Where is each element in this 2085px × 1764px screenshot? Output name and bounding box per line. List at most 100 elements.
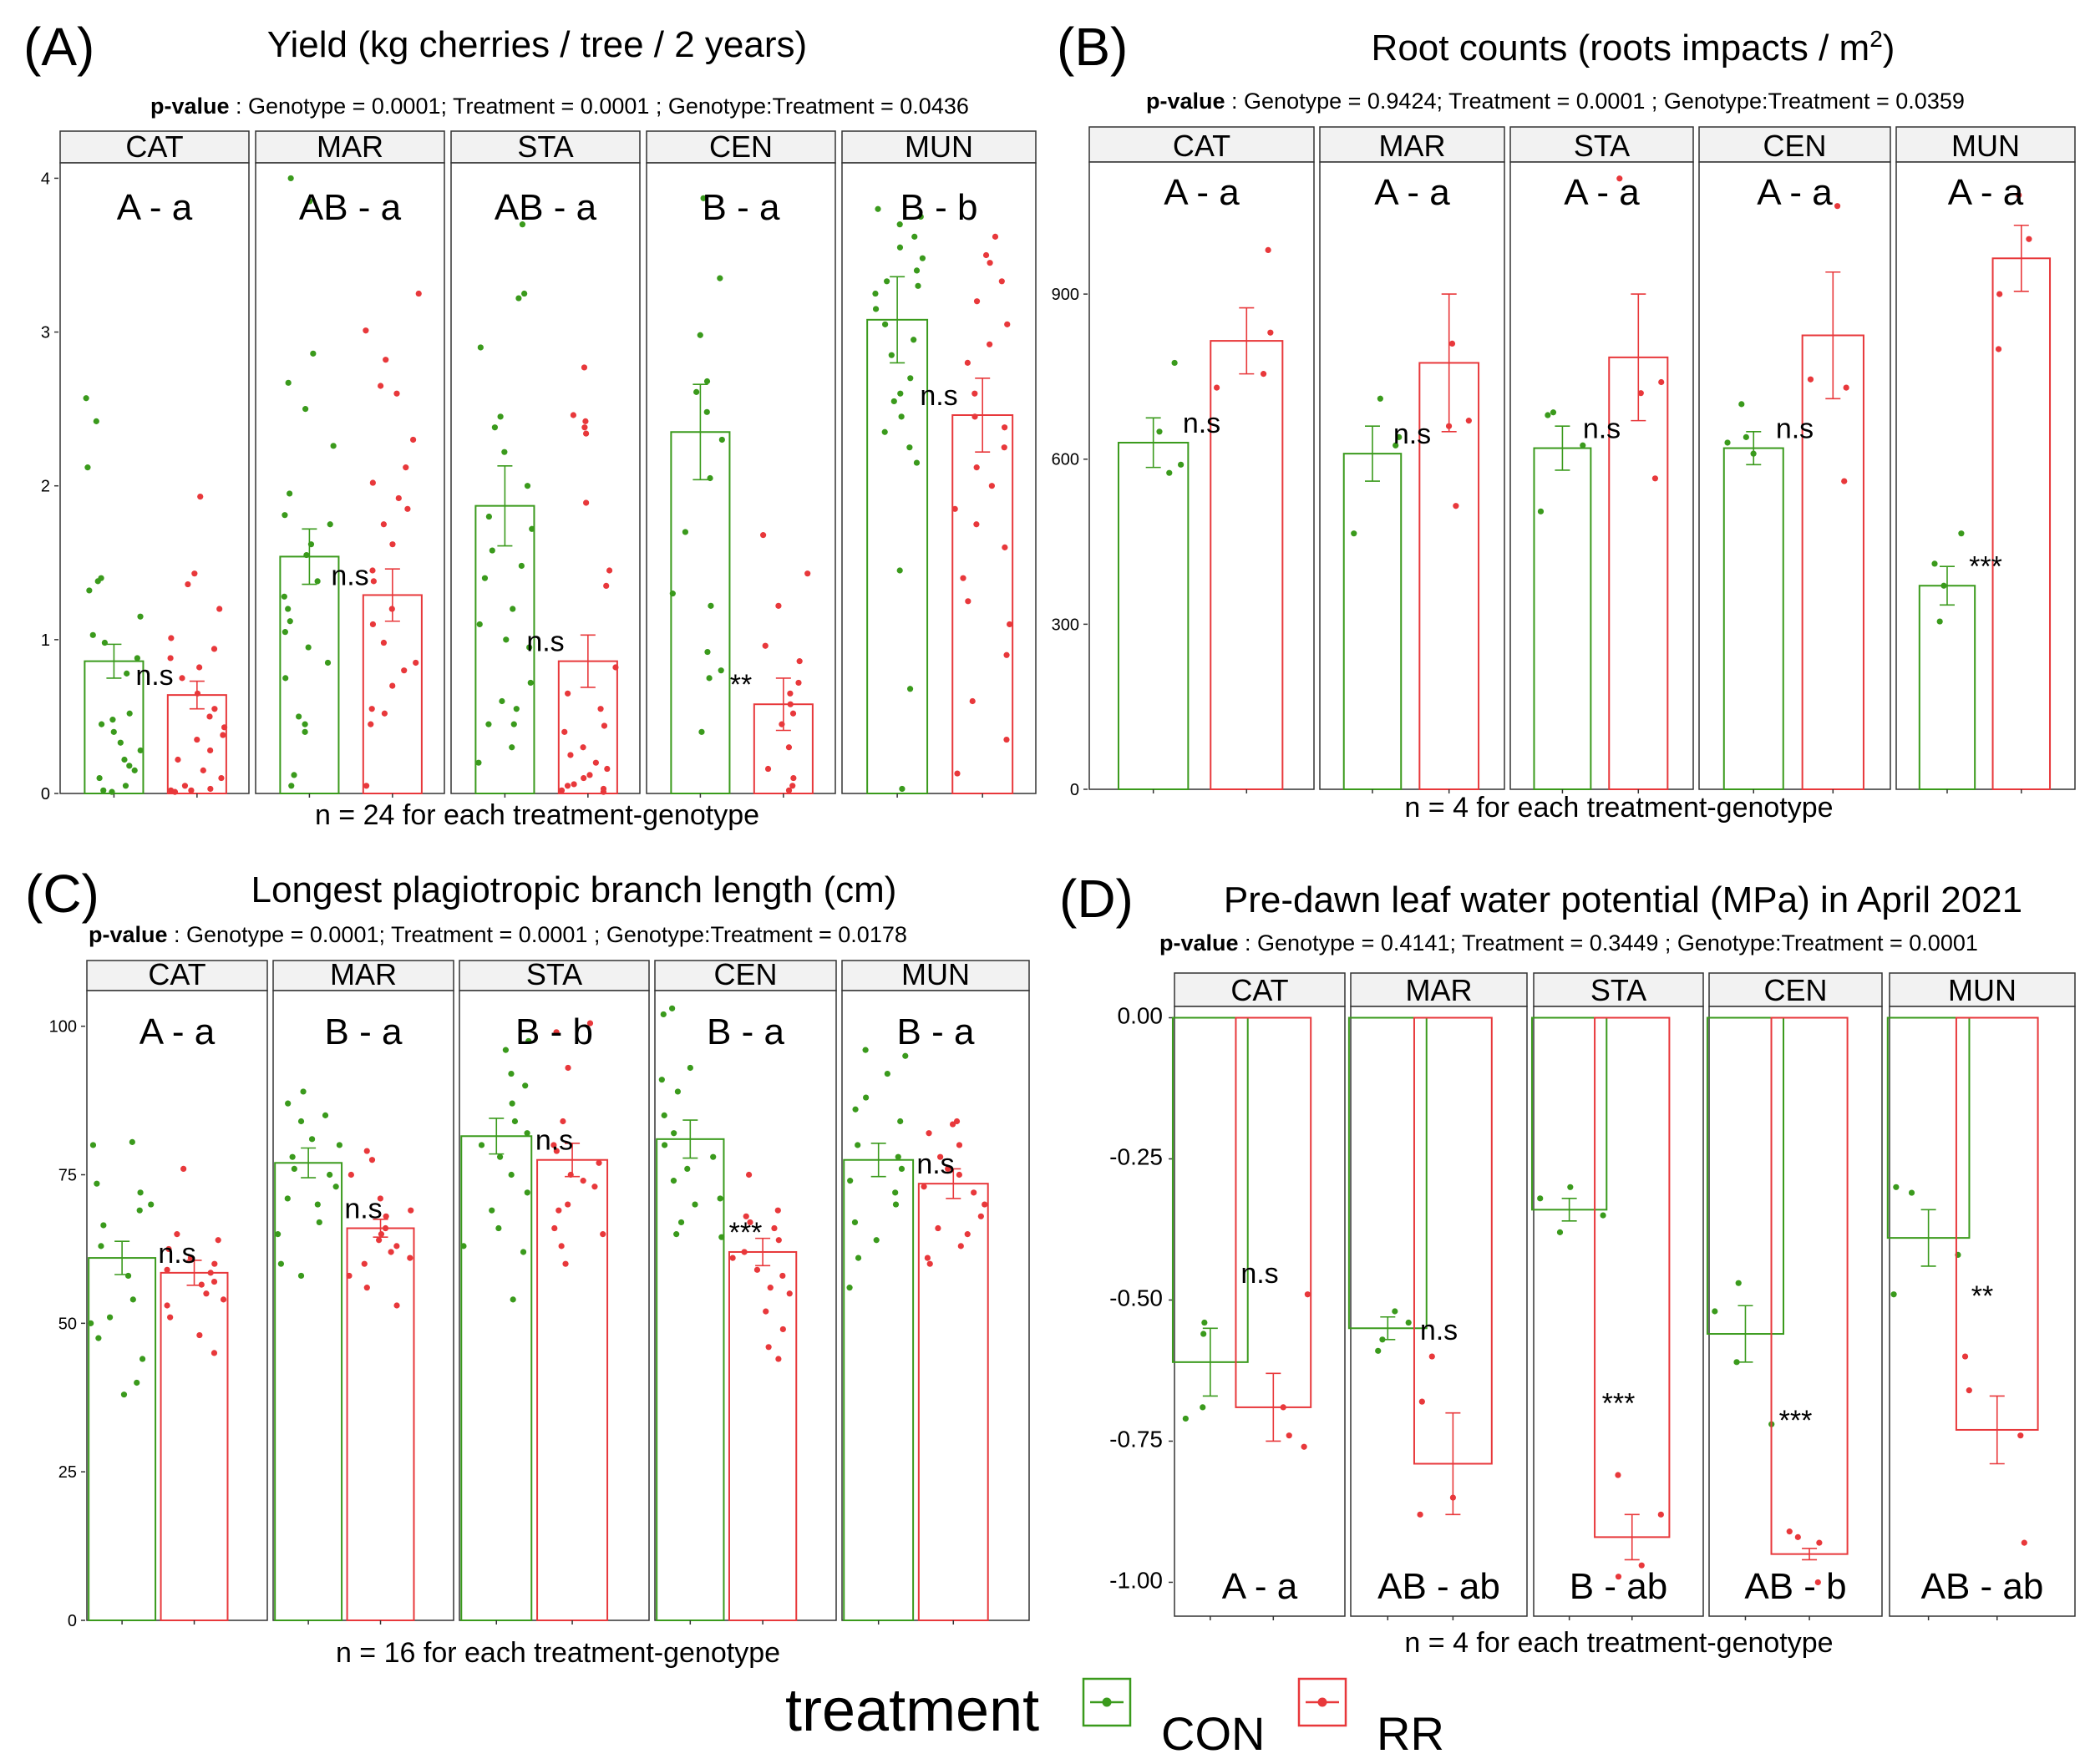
facet-strip-label: CEN [709, 129, 773, 164]
data-point-rr [175, 756, 181, 763]
data-point-con [674, 1088, 682, 1095]
data-point-rr [775, 1356, 782, 1362]
data-point-con [897, 390, 904, 397]
group-letter: A - a [140, 1011, 216, 1052]
data-point-rr [377, 1195, 383, 1202]
data-point-con [1200, 1404, 1206, 1411]
data-point-con [117, 739, 124, 746]
facet-frame [272, 990, 454, 1621]
data-point-con [875, 205, 881, 212]
significance-label: n.s [1240, 1258, 1278, 1290]
y-tick-label: 25 [58, 1463, 77, 1482]
facet-strip-label: CAT [125, 129, 183, 164]
data-point-con [1556, 1229, 1564, 1235]
data-point-rr [211, 706, 218, 712]
significance-label: *** [1969, 550, 2002, 582]
data-point-con [1733, 1359, 1740, 1366]
data-point-rr [560, 1118, 566, 1125]
data-point-rr [1448, 340, 1456, 347]
data-point-con [495, 1224, 502, 1232]
data-point-rr [348, 1171, 354, 1179]
data-point-con [718, 1234, 725, 1240]
data-point-con [1537, 1195, 1544, 1202]
group-letter: A - a [1222, 1566, 1298, 1607]
data-point-con [521, 290, 528, 297]
data-point-rr [378, 1231, 385, 1238]
data-point-con [911, 233, 918, 240]
data-point-con [718, 667, 724, 674]
data-point-con [661, 1112, 667, 1118]
data-point-con [134, 1379, 140, 1386]
data-point-con [846, 1285, 853, 1291]
data-point-rr [167, 1314, 174, 1320]
data-point-con [485, 513, 492, 520]
facet-strip [459, 960, 650, 991]
data-point-con [297, 1272, 305, 1280]
significance-label: n.s [344, 1194, 382, 1225]
facet-cen: CEN AB - b *** [1706, 972, 1883, 1620]
data-point-rr [221, 724, 228, 731]
significance-label: ** [730, 669, 752, 701]
y-tick-label: 0 [1070, 781, 1079, 799]
data-point-con [101, 639, 108, 646]
significance-label: n.s [526, 626, 564, 658]
data-point-rr [949, 1121, 956, 1128]
data-point-con [277, 1260, 284, 1267]
y-tick-label: 1 [41, 631, 50, 650]
data-point-con [906, 686, 914, 692]
data-point-rr [553, 1148, 560, 1154]
data-point-rr [1002, 424, 1008, 431]
data-point-con [708, 602, 714, 609]
data-point-rr [571, 781, 577, 788]
data-point-con [126, 710, 133, 717]
data-point-rr [368, 1157, 376, 1163]
data-point-con [314, 1201, 321, 1208]
group-letter: AB - a [495, 187, 597, 228]
pvalue-text: : Genotype = 0.9424; Treatment = 0.0001 … [1225, 89, 1965, 114]
data-point-con [660, 1011, 667, 1018]
facet-strip-label: STA [526, 957, 582, 991]
legend-title: treatment [785, 1677, 1039, 1744]
facet-sta: STA AB - a n.s [450, 129, 641, 798]
data-point-rr [1301, 1443, 1307, 1450]
data-point-con [693, 388, 700, 395]
data-point-rr [555, 1207, 562, 1214]
data-point-rr [1651, 475, 1659, 482]
data-point-rr [1961, 1353, 1969, 1360]
pvalue-text: : Genotype = 0.4141; Treatment = 0.3449 … [1239, 930, 1978, 956]
data-point-con [289, 1153, 296, 1160]
data-point-rr [565, 1201, 571, 1208]
data-point-rr [218, 774, 225, 782]
data-point-con [285, 1100, 292, 1107]
panel-a-title: Yield (kg cherries / tree / 2 years) [267, 24, 807, 65]
data-point-rr [1453, 503, 1459, 509]
data-point-rr [1417, 1511, 1423, 1518]
data-point-con [106, 1314, 114, 1320]
data-point-rr [956, 1142, 963, 1148]
group-letter: A - a [1757, 172, 1833, 213]
data-point-con [136, 1207, 143, 1214]
data-point-rr [1001, 444, 1007, 451]
data-point-rr [969, 697, 976, 705]
data-point-con [284, 1195, 291, 1202]
data-point-rr [369, 479, 376, 486]
data-point-rr [973, 298, 981, 305]
data-point-con [684, 1165, 691, 1172]
data-point-rr [804, 570, 811, 577]
panel-d-note: n = 4 for each treatment-genotype [1404, 1627, 1833, 1659]
facet-strip [841, 130, 1037, 164]
significance-label: *** [1602, 1388, 1636, 1420]
data-point-con [508, 1171, 515, 1179]
data-point-rr [187, 1255, 194, 1261]
significance-label: n.s [1776, 413, 1814, 445]
data-point-rr [363, 1285, 370, 1291]
facet-strip-label: CEN [713, 957, 777, 991]
data-point-con [134, 655, 140, 662]
data-point-con [477, 344, 484, 351]
data-point-rr [389, 541, 396, 548]
facet-strip-label: MUN [1948, 973, 2017, 1007]
data-point-con [1958, 530, 1965, 537]
data-point-rr [971, 1189, 977, 1196]
data-point-rr [1260, 371, 1267, 378]
facet-strip [654, 960, 837, 991]
